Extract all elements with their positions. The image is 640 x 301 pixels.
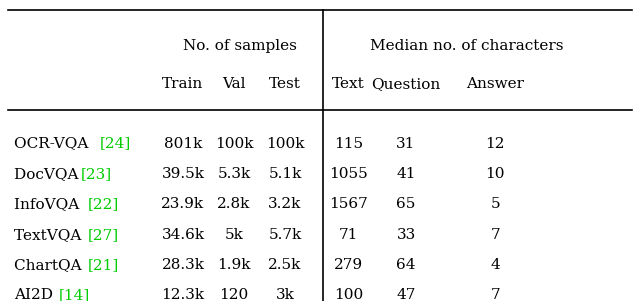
Text: [22]: [22]	[88, 197, 118, 211]
Text: 120: 120	[220, 288, 248, 301]
Text: 100k: 100k	[266, 137, 304, 150]
Text: 64: 64	[396, 258, 416, 272]
Text: 2.8k: 2.8k	[218, 197, 251, 211]
Text: Question: Question	[371, 77, 441, 91]
Text: 279: 279	[334, 258, 364, 272]
Text: [24]: [24]	[100, 137, 131, 150]
Text: 100k: 100k	[215, 137, 253, 150]
Text: Answer: Answer	[466, 77, 524, 91]
Text: 2.5k: 2.5k	[268, 258, 301, 272]
Text: TextVQA: TextVQA	[14, 228, 86, 242]
Text: 12.3k: 12.3k	[161, 288, 205, 301]
Text: 12: 12	[486, 137, 505, 150]
Text: 33: 33	[396, 228, 415, 242]
Text: 801k: 801k	[164, 137, 202, 150]
Text: 41: 41	[396, 167, 416, 181]
Text: 115: 115	[334, 137, 364, 150]
Text: 23.9k: 23.9k	[161, 197, 205, 211]
Text: Test: Test	[269, 77, 301, 91]
Text: 100: 100	[334, 288, 364, 301]
Text: 1055: 1055	[330, 167, 368, 181]
Text: 4: 4	[490, 258, 500, 272]
Text: 7: 7	[490, 228, 500, 242]
Text: [21]: [21]	[88, 258, 118, 272]
Text: 28.3k: 28.3k	[161, 258, 205, 272]
Text: 5.1k: 5.1k	[268, 167, 301, 181]
Text: AI2D: AI2D	[14, 288, 58, 301]
Text: 5.3k: 5.3k	[218, 167, 251, 181]
Text: [27]: [27]	[88, 228, 118, 242]
Text: 65: 65	[396, 197, 416, 211]
Text: [14]: [14]	[59, 288, 90, 301]
Text: 34.6k: 34.6k	[161, 228, 205, 242]
Text: 47: 47	[396, 288, 416, 301]
Text: Val: Val	[222, 77, 246, 91]
Text: 39.5k: 39.5k	[161, 167, 205, 181]
Text: 7: 7	[490, 288, 500, 301]
Text: 5: 5	[490, 197, 500, 211]
Text: 71: 71	[339, 228, 358, 242]
Text: 1567: 1567	[330, 197, 368, 211]
Text: 5k: 5k	[225, 228, 243, 242]
Text: Median no. of characters: Median no. of characters	[370, 39, 563, 53]
Text: No. of samples: No. of samples	[184, 39, 298, 53]
Text: 31: 31	[396, 137, 416, 150]
Text: 1.9k: 1.9k	[217, 258, 251, 272]
Text: Train: Train	[163, 77, 204, 91]
Text: InfoVQA: InfoVQA	[14, 197, 84, 211]
Text: 3k: 3k	[275, 288, 294, 301]
Text: Text: Text	[332, 77, 365, 91]
Text: 3.2k: 3.2k	[268, 197, 301, 211]
Text: OCR-VQA: OCR-VQA	[14, 137, 93, 150]
Text: ChartQA: ChartQA	[14, 258, 86, 272]
Text: [23]: [23]	[81, 167, 112, 181]
Text: 5.7k: 5.7k	[268, 228, 301, 242]
Text: DocVQA: DocVQA	[14, 167, 83, 181]
Text: 10: 10	[486, 167, 505, 181]
